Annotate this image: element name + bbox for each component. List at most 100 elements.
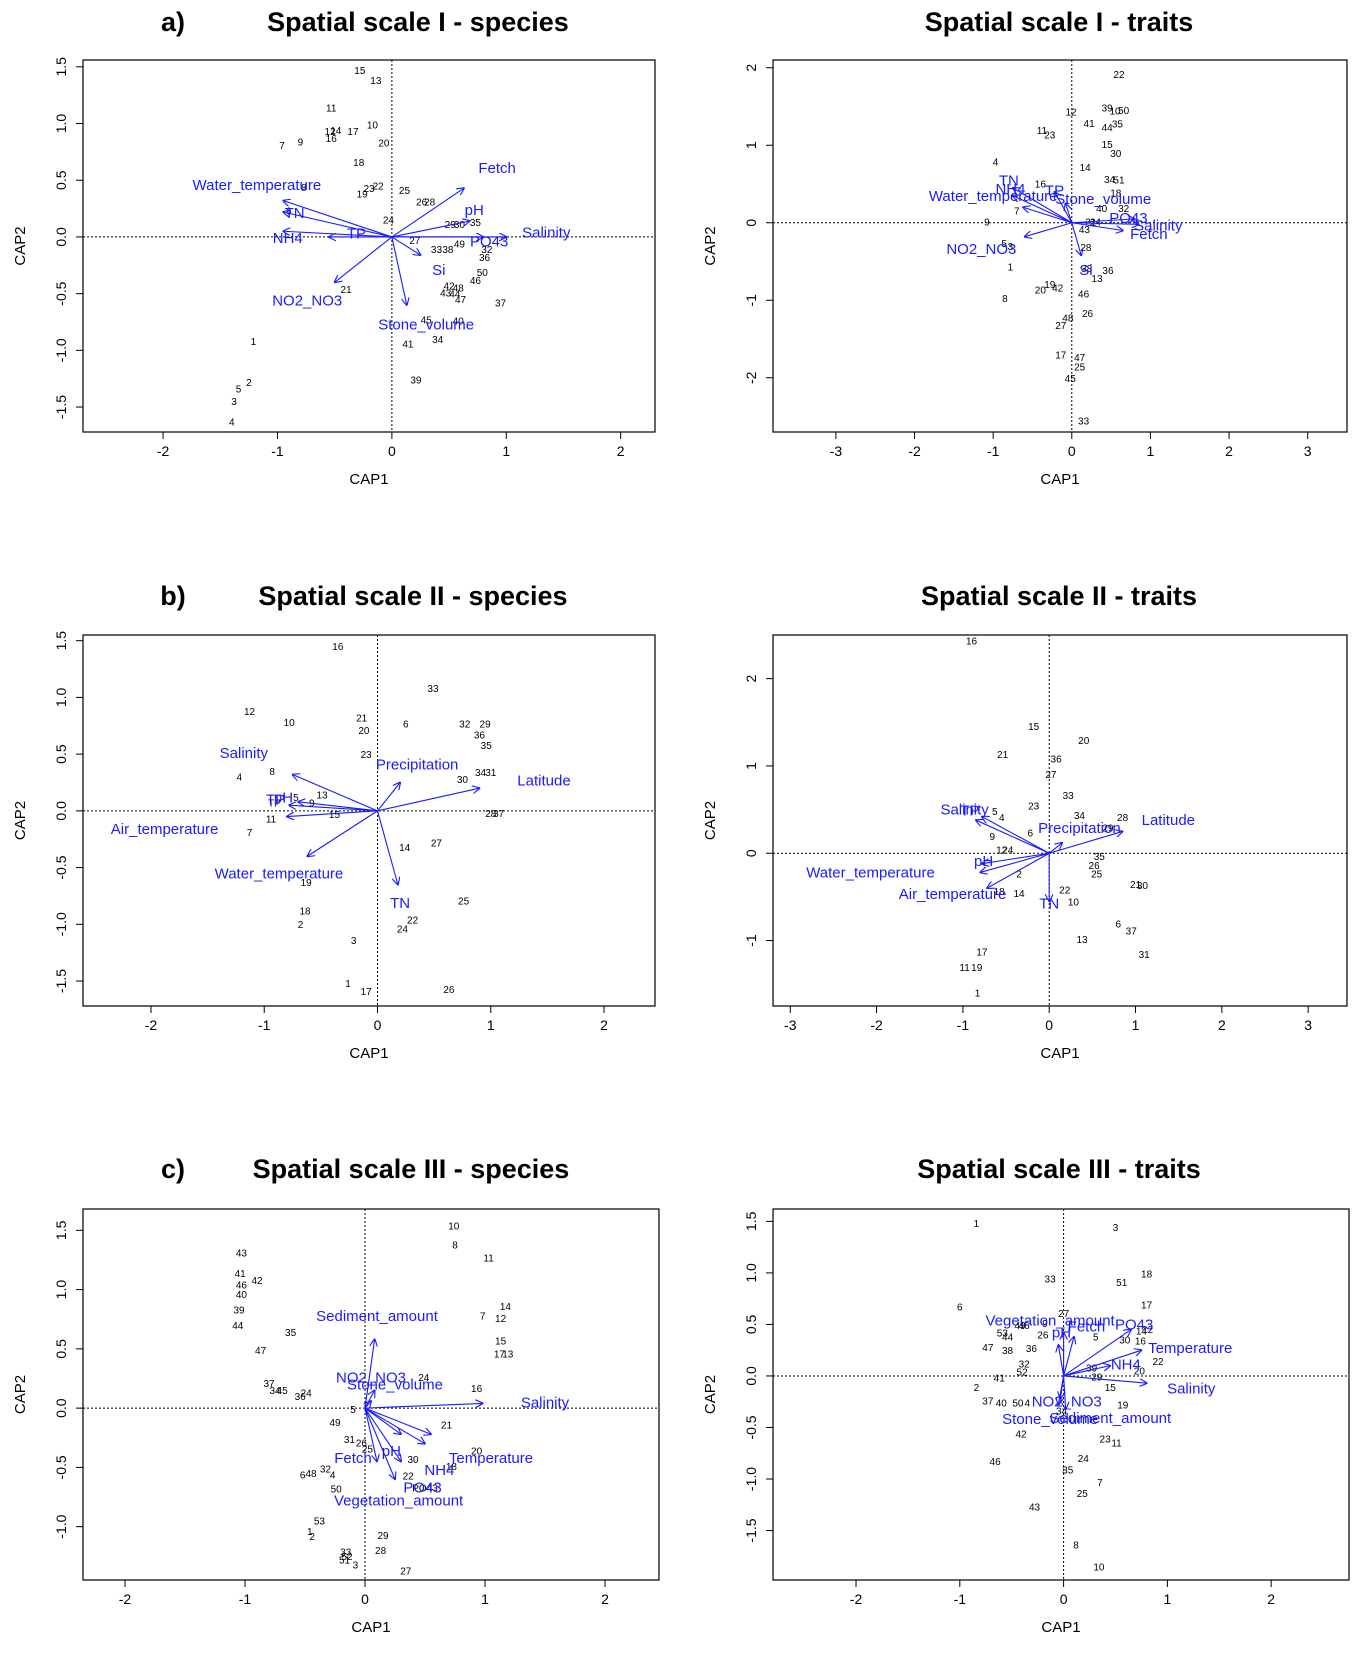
site-label: 51	[1116, 1278, 1128, 1289]
x-axis-label: CAP1	[1041, 1619, 1080, 1636]
chart-title: Spatial scale II - species	[258, 581, 567, 611]
vector-arrow	[377, 788, 479, 812]
site-label: 8	[1073, 1541, 1079, 1552]
x-tick-label: 2	[1267, 1591, 1275, 1607]
site-label: 48	[305, 1469, 317, 1480]
site-label: 18	[994, 887, 1006, 898]
x-tick-label: -2	[119, 1591, 132, 1607]
y-tick-label: -1.0	[53, 912, 69, 936]
site-label: 47	[1074, 353, 1086, 364]
site-label: 18	[1141, 1270, 1153, 1281]
site-label: 43	[1079, 225, 1091, 236]
site-label: 5	[236, 385, 242, 396]
vector-label: Temperature	[1148, 1340, 1232, 1357]
x-tick-label: 0	[374, 1017, 382, 1033]
site-label: 42	[1015, 1429, 1027, 1440]
site-label: 24	[1002, 845, 1014, 856]
site-label: 15	[354, 66, 366, 77]
vector-label: TP	[266, 792, 285, 809]
site-label: 29	[445, 220, 457, 231]
vector-arrow	[335, 236, 393, 282]
site-label: 7	[1097, 1478, 1103, 1489]
site-label: 43	[440, 288, 452, 299]
site-label: 6	[957, 1303, 963, 1314]
vector-label: NH4	[1111, 1357, 1141, 1374]
site-label: 30	[457, 775, 469, 786]
vector-arrow	[293, 775, 378, 812]
vector-label: NO2_NO3	[1032, 1394, 1102, 1411]
y-tick-label: -1.0	[53, 338, 69, 362]
site-label: 9	[1042, 1319, 1048, 1330]
x-tick-label: -3	[830, 443, 843, 459]
site-label: 35	[481, 741, 493, 752]
site-label: 11	[959, 963, 970, 974]
x-tick-label: 2	[617, 443, 625, 459]
site-label: 5	[1001, 239, 1007, 250]
vector-arrow	[1071, 222, 1081, 256]
site-label: 26	[1037, 1330, 1049, 1341]
site-label: 4	[1024, 1398, 1030, 1409]
site-label: 5	[293, 793, 299, 804]
site-label: 24	[418, 1373, 430, 1384]
y-axis-label: CAP2	[12, 1375, 29, 1414]
vector-arrow	[1049, 831, 1122, 854]
vector-label: TN	[1039, 896, 1059, 913]
site-label: 7	[279, 141, 285, 152]
site-label: 44	[232, 1321, 244, 1332]
vector-label: Salinity	[521, 1394, 570, 1411]
site-label: 40	[1096, 204, 1108, 215]
site-label: 4	[993, 158, 999, 169]
vector-label: Fetch	[1068, 1318, 1106, 1335]
vector-label: Air_temperature	[899, 886, 1007, 903]
site-label: 30	[1119, 1336, 1131, 1347]
x-tick-label: -1	[957, 1017, 970, 1033]
site-label: 14	[1080, 163, 1092, 174]
site-label: 53	[997, 1328, 1009, 1339]
x-tick-label: 0	[388, 443, 396, 459]
y-tick-label: 1.5	[53, 631, 69, 651]
site-label: TP	[268, 799, 281, 810]
x-axis-label: CAP1	[349, 1045, 388, 1062]
vector-label: TP	[1045, 183, 1064, 200]
site-label: 37	[1126, 926, 1138, 937]
x-tick-label: -1	[954, 1591, 967, 1607]
y-tick-label: 1.5	[53, 57, 69, 77]
x-tick-label: 2	[1225, 443, 1233, 459]
vector-label: Water_temperature	[193, 177, 322, 194]
vector-arrow	[283, 231, 392, 238]
site-label: 36	[295, 1392, 307, 1403]
site-label: 33	[1063, 791, 1075, 802]
site-label: 12	[244, 707, 256, 718]
site-label: 35	[470, 218, 482, 229]
site-label: 25	[1074, 362, 1086, 373]
site-label: 4	[237, 773, 243, 784]
site-label: 27	[1058, 1309, 1070, 1320]
site-label: 12	[1065, 107, 1077, 118]
site-label: 37	[263, 1379, 275, 1390]
vector-label: NH4	[273, 230, 303, 247]
site-label: 8	[1002, 294, 1008, 305]
vector-label: PO43	[403, 1480, 441, 1497]
vector-arrow	[980, 852, 1050, 872]
vector-label: Stone_volume	[378, 316, 474, 333]
site-label: 46	[1019, 1321, 1031, 1332]
site-label: 34	[269, 1386, 281, 1397]
vector-arrow	[1071, 223, 1139, 225]
site-label: 35	[1112, 120, 1124, 131]
site-label: 24	[397, 925, 409, 936]
site-label: 34	[1074, 811, 1086, 822]
site-label: 17	[976, 947, 988, 958]
y-tick-label: 0	[743, 219, 759, 227]
site-label: 16	[1035, 179, 1047, 190]
site-label: 13	[1091, 274, 1103, 285]
vector-label: TN	[999, 173, 1019, 190]
site-label: 3	[1008, 242, 1014, 253]
x-tick-label: -1	[271, 443, 284, 459]
site-label: 46	[470, 276, 482, 287]
site-label: 23	[361, 750, 373, 761]
site-label: 28	[375, 1546, 387, 1557]
site-label: 23	[1044, 131, 1056, 142]
site-label: 16	[1135, 1337, 1147, 1348]
site-label: 30	[454, 220, 466, 231]
